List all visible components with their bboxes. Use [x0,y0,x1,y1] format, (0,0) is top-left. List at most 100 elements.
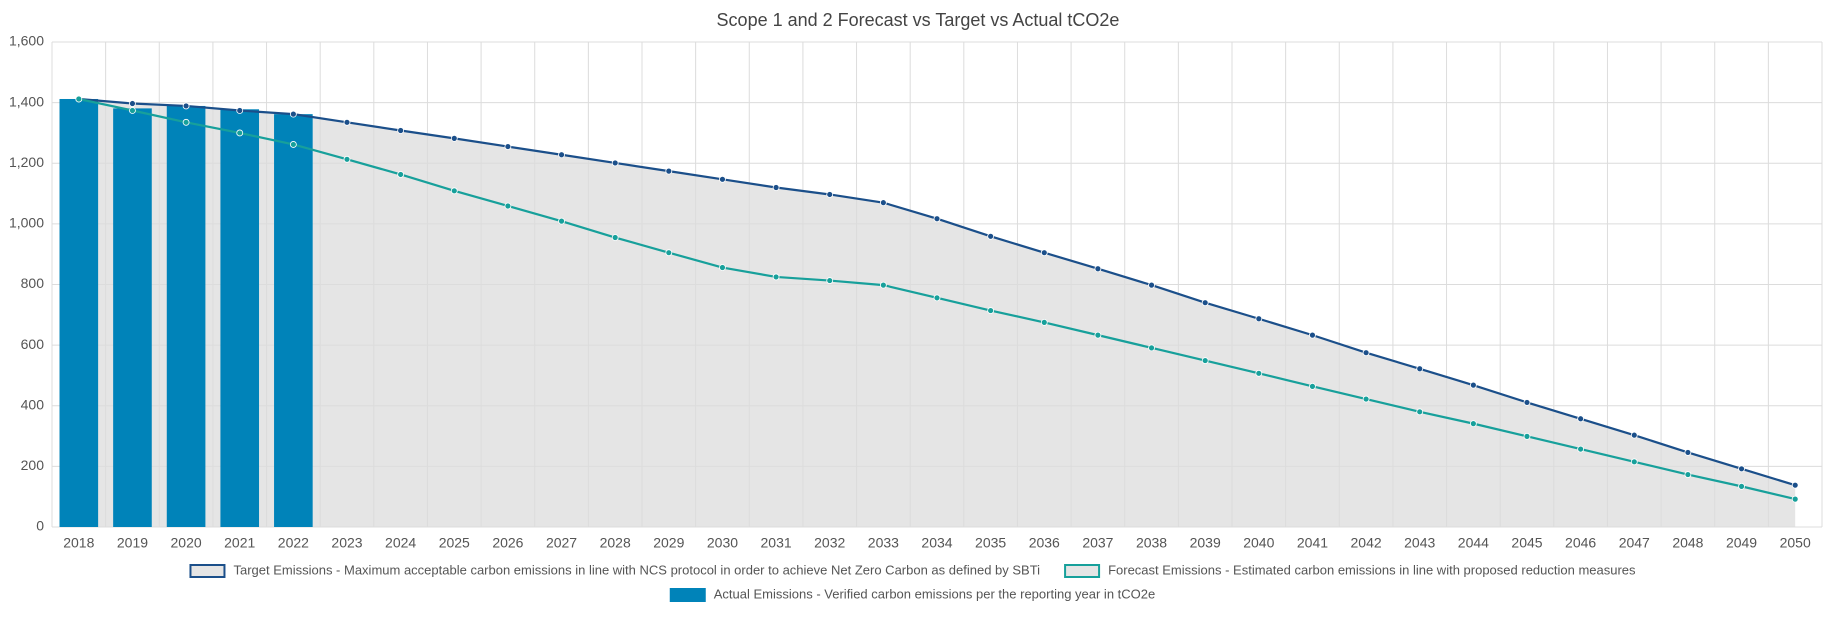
x-tick-label: 2033 [868,535,899,551]
point [1684,471,1692,478]
x-tick-label: 2036 [1029,535,1060,551]
x-tick-label: 2050 [1780,535,1811,551]
y-tick-label: 200 [21,457,45,473]
point [397,127,405,134]
x-tick-label: 2048 [1672,535,1703,551]
point [1523,399,1531,406]
y-tick-label: 1,600 [9,33,44,49]
point [933,294,941,302]
point [1630,431,1638,439]
point [1577,415,1585,423]
legend-item: Actual Emissions - Verified carbon emiss… [669,586,1155,602]
point [987,307,995,314]
point [182,118,190,126]
x-tick-label: 2049 [1726,535,1757,551]
point [1201,357,1209,364]
point [343,155,351,163]
point [182,102,190,110]
point [236,129,244,137]
point [879,281,887,289]
point [987,232,995,240]
bar [59,98,99,528]
point [1309,331,1316,339]
y-tick-label: 800 [21,275,45,291]
point [772,273,780,281]
legend-label: Actual Emissions - Verified carbon emiss… [714,586,1155,601]
point [236,107,244,114]
point [450,187,458,195]
point [1040,318,1048,326]
x-tick-label: 2045 [1511,535,1542,551]
point [826,191,834,198]
x-tick-label: 2025 [439,535,470,551]
legend-swatch [189,564,226,578]
point [719,264,726,271]
point [1523,432,1531,440]
x-tick-label: 2037 [1082,535,1113,551]
point [826,277,834,284]
point [1094,265,1102,273]
x-tick-label: 2018 [63,535,94,551]
point [1791,495,1799,503]
point [558,217,565,225]
x-tick-label: 2038 [1136,535,1167,551]
legend-swatch [1064,564,1101,578]
chart-title: Scope 1 and 2 Forecast vs Target vs Actu… [717,10,1120,30]
y-tick-label: 1,000 [9,215,44,231]
x-tick-label: 2034 [921,535,952,551]
x-tick-label: 2020 [171,535,202,551]
y-tick-label: 0 [36,518,44,534]
point [1469,381,1477,389]
point [1362,349,1370,357]
point [289,141,297,148]
point [1309,382,1316,390]
point [611,159,619,167]
point [879,199,887,207]
legend-label: Target Emissions - Maximum acceptable ca… [233,562,1040,577]
x-tick-label: 2041 [1297,535,1328,551]
point [611,234,619,241]
x-tick-label: 2029 [653,535,684,551]
point [772,184,780,191]
x-tick-label: 2039 [1190,535,1221,551]
point [1630,458,1638,466]
x-tick-label: 2031 [761,535,792,551]
x-tick-label: 2043 [1404,535,1435,551]
point [558,151,565,159]
bar [220,109,260,527]
point [1738,482,1745,490]
x-tick-label: 2023 [331,535,362,551]
point [504,143,512,150]
point [1201,299,1209,307]
x-tick-label: 2030 [707,535,738,551]
point [1469,420,1477,428]
point [1684,449,1692,456]
point [1040,249,1048,257]
point [1362,395,1370,403]
x-tick-label: 2021 [224,535,255,551]
bar [113,108,152,528]
x-tick-label: 2019 [117,535,148,551]
point [1577,445,1585,453]
point [1738,465,1745,473]
point [665,167,673,175]
point [1148,281,1155,289]
point [1416,408,1424,416]
point [397,171,405,178]
y-tick-label: 1,400 [9,93,44,109]
legend-swatch [669,588,706,602]
x-tick-label: 2024 [385,535,416,551]
x-tick-label: 2022 [278,535,309,551]
y-tick-label: 600 [21,336,45,352]
legend-item: Target Emissions - Maximum acceptable ca… [189,562,1040,578]
point [343,118,351,126]
point [1255,369,1263,377]
point [450,134,458,142]
point [75,95,83,103]
x-tick-label: 2035 [975,535,1006,551]
point [1094,331,1102,339]
bar [274,114,313,528]
point [129,107,136,114]
legend-item: Forecast Emissions - Estimated carbon em… [1064,562,1636,578]
